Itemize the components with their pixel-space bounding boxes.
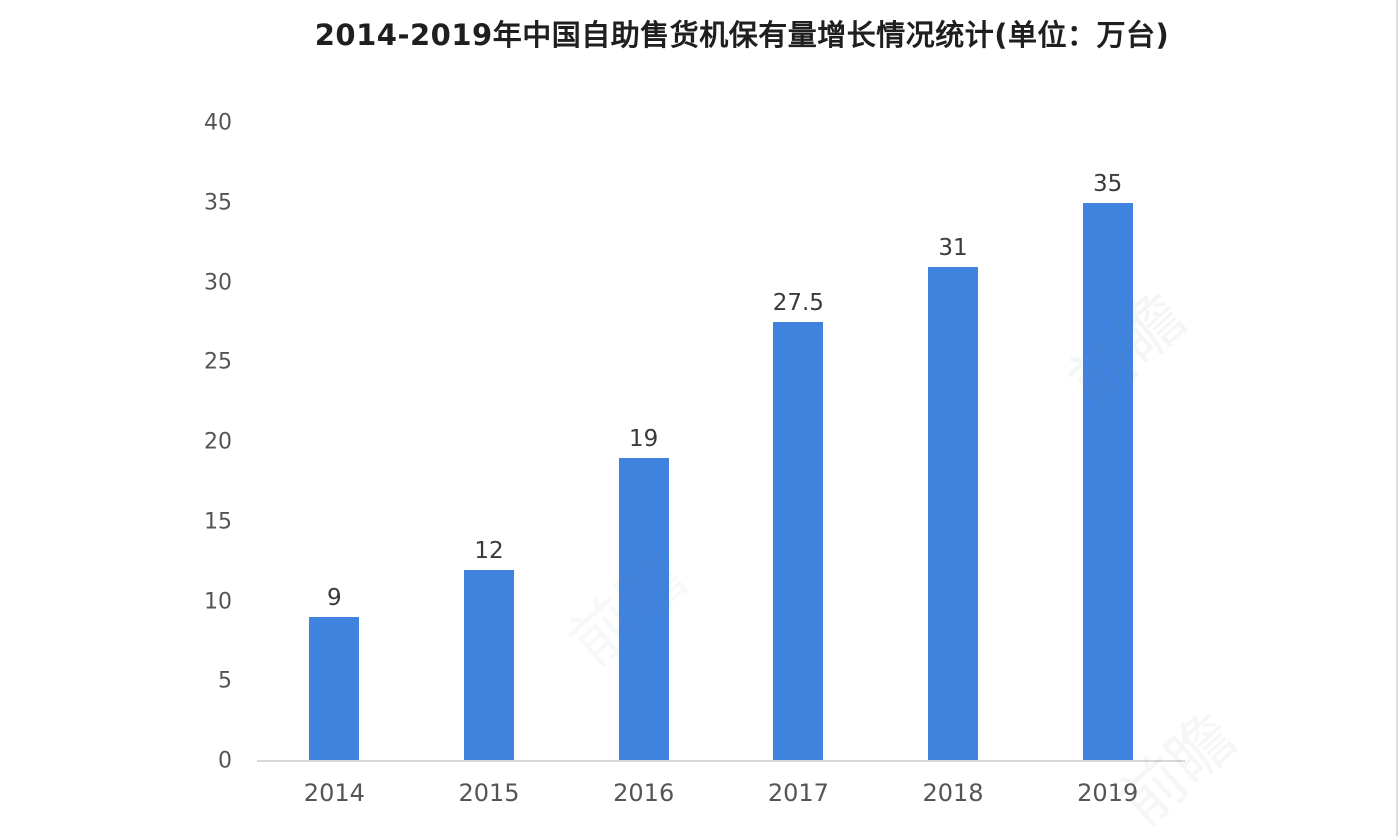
- bar-value-label: 27.5: [772, 290, 824, 317]
- bar-slot: 27.5: [721, 123, 876, 761]
- x-axis-line: [257, 760, 1185, 762]
- x-tick-label: 2019: [1077, 779, 1139, 807]
- y-tick-label: 40: [204, 110, 232, 136]
- x-tick-label: 2014: [303, 779, 365, 807]
- y-tick-label: 10: [204, 589, 232, 614]
- bar-slot: 12: [412, 123, 567, 761]
- y-tick-label: 30: [204, 270, 232, 295]
- bar: [1082, 202, 1133, 761]
- y-tick-label: 5: [218, 668, 232, 694]
- plot-area: 9 12 19 27.5 31 35: [257, 123, 1185, 761]
- bar-value-label: 35: [1093, 170, 1123, 197]
- x-tick-label: 2018: [922, 779, 984, 807]
- bar-value-label: 9: [327, 585, 342, 612]
- y-tick-label: 15: [204, 509, 232, 535]
- bar-value-label: 12: [474, 537, 504, 564]
- x-tick-label: 2017: [767, 779, 829, 807]
- bar: [464, 569, 514, 761]
- bar: [309, 617, 360, 761]
- y-axis: 0 5 10 15 20 25 30 35 40: [150, 111, 232, 774]
- bar-slot: 9: [257, 123, 412, 761]
- bar: [773, 322, 824, 761]
- bar-slot: 19: [566, 123, 721, 761]
- y-tick-label: 0: [218, 748, 232, 774]
- x-tick-label: 2016: [613, 779, 675, 807]
- bar-value-label: 31: [938, 234, 968, 261]
- y-tick-label: 25: [204, 349, 232, 375]
- bar: [928, 266, 979, 761]
- y-tick-label: 35: [204, 190, 232, 216]
- chart-title: 2014-2019年中国自助售货机保有量增长情况统计(单位：万台): [314, 18, 1170, 52]
- x-axis: 2014 2015 2016 2017 2018 2019: [257, 779, 1185, 807]
- bar: [618, 457, 669, 761]
- page-right-border: [1396, 0, 1398, 836]
- bar-value-label: 19: [629, 425, 659, 452]
- bar-slot: 31: [876, 123, 1031, 761]
- x-tick-label: 2015: [458, 779, 520, 807]
- bar-slot: 35: [1030, 123, 1185, 761]
- y-tick-label: 20: [204, 429, 232, 455]
